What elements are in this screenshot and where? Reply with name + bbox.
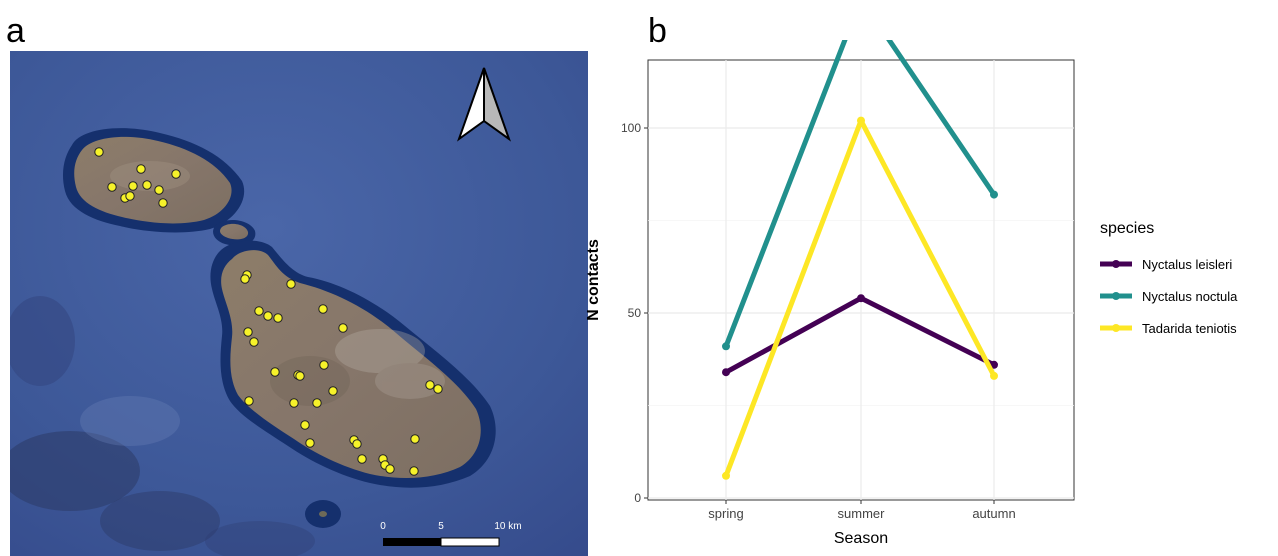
survey-site-point — [409, 466, 419, 476]
north-arrow-icon — [456, 67, 512, 142]
y-tick-label: 0 — [634, 491, 641, 505]
malta-satellite-map: 0 5 10 km — [10, 51, 588, 556]
x-axis-ticks: spring summer autumn — [708, 500, 1016, 521]
data-point — [857, 294, 865, 303]
legend-label: Tadarida teniotis — [1142, 321, 1237, 336]
survey-site-point — [94, 147, 104, 157]
data-point — [722, 471, 730, 480]
panel-a-label: a — [6, 12, 25, 50]
data-point — [990, 190, 998, 199]
survey-site-point — [385, 464, 395, 474]
survey-site-point — [433, 384, 443, 394]
legend-title: species — [1100, 220, 1154, 237]
survey-site-point — [338, 323, 348, 333]
legend-label: Nyctalus noctula — [1142, 289, 1238, 304]
legend: species Nyctalus leisleri Nyctalus noctul… — [1100, 220, 1238, 336]
legend-label: Nyctalus leisleri — [1142, 257, 1232, 272]
survey-site-point — [305, 438, 315, 448]
cloud-shadow — [10, 296, 75, 386]
x-tick-label: autumn — [972, 506, 1015, 521]
survey-site-point — [318, 304, 328, 314]
survey-site-point — [154, 185, 164, 195]
survey-site-point — [328, 386, 338, 396]
survey-site-point — [125, 191, 135, 201]
malta-island — [221, 250, 481, 479]
survey-site-point — [312, 398, 322, 408]
survey-site-point — [352, 439, 362, 449]
survey-site-point — [410, 434, 420, 444]
survey-site-point — [289, 398, 299, 408]
legend-key-point — [1112, 292, 1120, 300]
comino-island — [220, 223, 249, 240]
panel-b-label: b — [648, 12, 667, 50]
cloud-shadow — [205, 521, 315, 556]
scale-bar: 0 5 10 km — [380, 521, 522, 547]
survey-site-point — [244, 396, 254, 406]
survey-site-point — [295, 371, 305, 381]
legend-key-point — [1112, 324, 1120, 332]
legend-key-point — [1112, 260, 1120, 268]
cloud-shadow — [100, 491, 220, 551]
seasonal-contacts-chart: 0 50 100 spring summer autumn N contacts Sea… — [585, 40, 1238, 547]
survey-site-point — [425, 380, 435, 390]
survey-site-point — [158, 198, 168, 208]
survey-site-point — [273, 313, 283, 323]
survey-site-point — [128, 181, 138, 191]
survey-site-point — [171, 169, 181, 179]
y-axis-title: N contacts — [585, 239, 602, 321]
x-axis-title: Season — [834, 530, 888, 547]
cloud-highlight — [80, 396, 180, 446]
filfla-islet — [319, 511, 327, 517]
y-axis-ticks: 0 50 100 — [621, 121, 648, 505]
survey-site-point — [240, 274, 250, 284]
data-point — [857, 116, 865, 125]
urban-texture — [110, 161, 445, 406]
y-tick-label: 100 — [621, 121, 641, 135]
survey-site-point — [243, 327, 253, 337]
scale-bar-tick: 10 km — [494, 521, 521, 532]
survey-sites — [94, 147, 443, 476]
grid-lines — [648, 60, 1074, 500]
x-tick-label: spring — [708, 506, 743, 521]
y-tick-label: 50 — [628, 306, 642, 320]
data-series — [722, 40, 998, 480]
series-line — [723, 40, 997, 348]
data-point — [722, 342, 730, 351]
survey-site-point — [286, 279, 296, 289]
survey-site-point — [254, 306, 264, 316]
survey-site-point — [263, 311, 273, 321]
survey-site-point — [142, 180, 152, 190]
survey-site-point — [249, 337, 259, 347]
survey-site-point — [270, 367, 280, 377]
survey-site-point — [357, 454, 367, 464]
legend-items: Nyctalus leisleri Nyctalus noctula Tadarid… — [1100, 257, 1238, 336]
gozo-island — [74, 136, 232, 224]
x-tick-label: summer — [838, 506, 886, 521]
data-point — [990, 371, 998, 380]
data-point — [722, 368, 730, 377]
survey-site-point — [300, 420, 310, 430]
survey-site-point — [136, 164, 146, 174]
scale-bar-tick: 0 — [380, 521, 386, 532]
survey-site-point — [319, 360, 329, 370]
survey-site-point — [107, 182, 117, 192]
cloud-shadow — [10, 431, 140, 511]
scale-bar-tick: 5 — [438, 521, 444, 532]
